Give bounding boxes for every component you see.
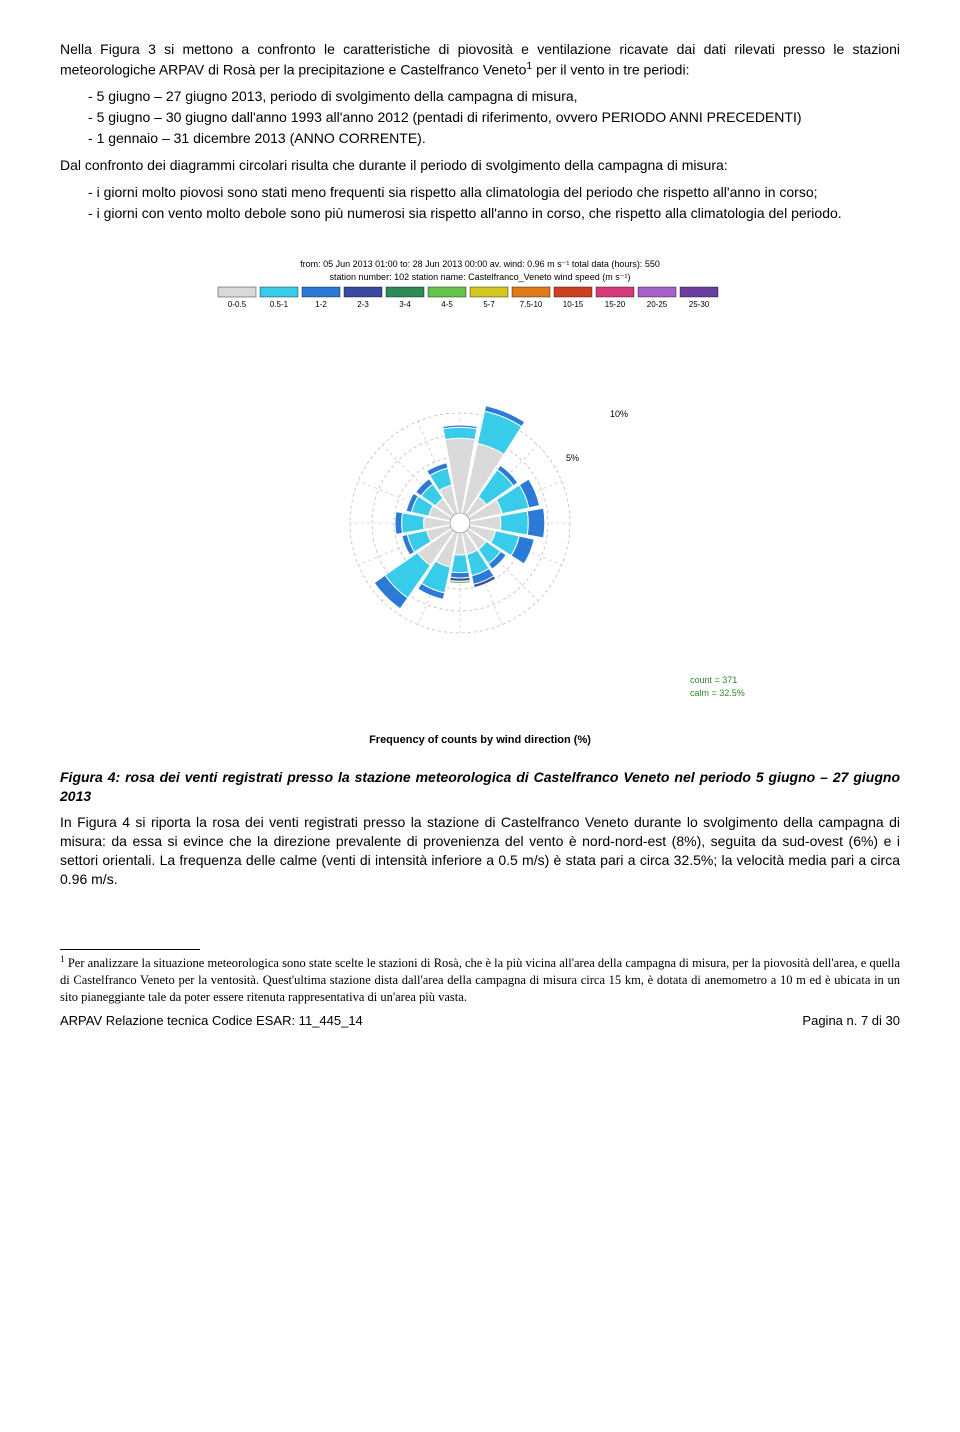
footer-left: ARPAV Relazione tecnica Codice ESAR: 11_… — [60, 1012, 363, 1030]
wind-rose-svg: from: 05 Jun 2013 01:00 to: 28 Jun 2013 … — [160, 253, 800, 753]
svg-text:calm = 32.5%: calm = 32.5% — [690, 688, 745, 698]
intro-text-1: Nella Figura 3 si mettono a confronto le… — [60, 41, 900, 78]
para-figure4-desc: In Figura 4 si riporta la rosa dei venti… — [60, 813, 900, 889]
svg-text:0-0.5: 0-0.5 — [228, 300, 247, 309]
page-footer: ARPAV Relazione tecnica Codice ESAR: 11_… — [60, 1012, 900, 1030]
svg-text:10%: 10% — [610, 409, 628, 419]
svg-text:count = 371: count = 371 — [690, 675, 737, 685]
wind-rose-figure: from: 05 Jun 2013 01:00 to: 28 Jun 2013 … — [60, 253, 900, 758]
svg-text:5-7: 5-7 — [483, 300, 495, 309]
svg-text:1-2: 1-2 — [315, 300, 327, 309]
footer-right: Pagina n. 7 di 30 — [802, 1012, 900, 1030]
periods-list: 5 giugno – 27 giugno 2013, periodo di sv… — [88, 87, 900, 148]
svg-text:25-30: 25-30 — [689, 300, 710, 309]
figure-caption: Figura 4: rosa dei venti registrati pres… — [60, 768, 900, 806]
intro-paragraph: Nella Figura 3 si mettono a confronto le… — [60, 40, 900, 79]
list-item: 5 giugno – 30 giugno dall'anno 1993 all'… — [88, 108, 900, 127]
svg-text:15-20: 15-20 — [605, 300, 626, 309]
svg-text:20-25: 20-25 — [647, 300, 668, 309]
list-item: i giorni molto piovosi sono stati meno f… — [88, 183, 900, 202]
intro-text-2: per il vento in tre periodi: — [532, 62, 689, 78]
svg-text:10-15: 10-15 — [563, 300, 584, 309]
svg-text:7.5-10: 7.5-10 — [520, 300, 543, 309]
svg-text:2-3: 2-3 — [357, 300, 369, 309]
svg-text:0.5-1: 0.5-1 — [270, 300, 289, 309]
svg-text:from: 05 Jun 2013 01:00 to:: from: 05 Jun 2013 01:00 to: 28 Jun 2013 … — [300, 259, 660, 269]
svg-text:3-4: 3-4 — [399, 300, 411, 309]
list-item: 5 giugno – 27 giugno 2013, periodo di sv… — [88, 87, 900, 106]
svg-text:station number: 102 station: station number: 102 station name: Castel… — [330, 272, 631, 282]
findings-list: i giorni molto piovosi sono stati meno f… — [88, 183, 900, 223]
svg-text:Frequency of counts by wind di: Frequency of counts by wind direction (%… — [369, 734, 591, 746]
svg-text:4-5: 4-5 — [441, 300, 453, 309]
list-item: i giorni con vento molto debole sono più… — [88, 204, 900, 223]
footnote-separator — [60, 949, 200, 950]
footnote-text: 1 Per analizzare la situazione meteorolo… — [60, 954, 900, 1006]
svg-text:5%: 5% — [566, 453, 579, 463]
para-diagrams: Dal confronto dei diagrammi circolari ri… — [60, 156, 900, 175]
list-item: 1 gennaio – 31 dicembre 2013 (ANNO CORRE… — [88, 129, 900, 148]
